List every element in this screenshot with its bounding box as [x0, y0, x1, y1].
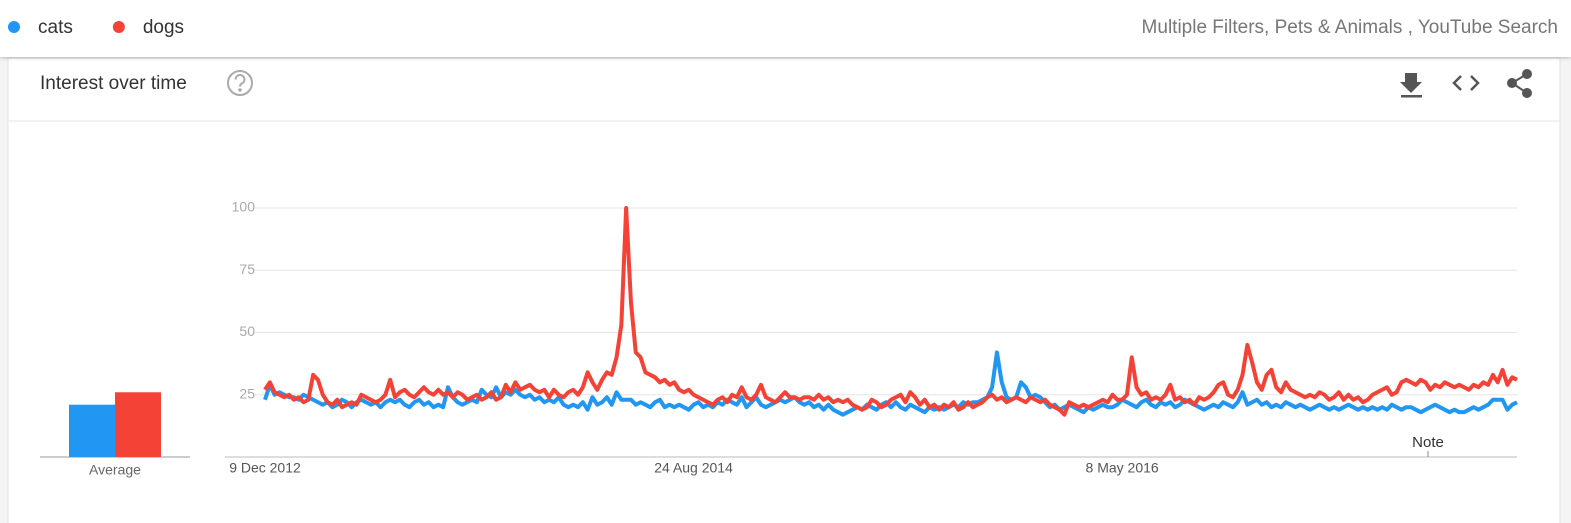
series-line [263, 206, 1518, 417]
x-tick-label: 8 May 2016 [1086, 460, 1159, 476]
top-bar [0, 0, 1571, 57]
share-icon[interactable] [1507, 69, 1532, 98]
download-icon[interactable] [1400, 73, 1422, 98]
series-line [263, 350, 1518, 417]
card-title: Interest over time [40, 73, 187, 94]
x-tick-label: 9 Dec 2012 [229, 460, 301, 476]
y-tick-label: 100 [232, 199, 256, 215]
y-tick-label: 50 [239, 323, 255, 339]
embed-icon[interactable] [1452, 75, 1480, 91]
legend-label[interactable]: dogs [143, 17, 184, 38]
legend-dot[interactable] [112, 21, 125, 33]
filters-text[interactable]: Multiple Filters, Pets & Animals , YouTu… [1142, 17, 1558, 38]
y-tick-label: 75 [239, 261, 255, 277]
help-icon[interactable] [227, 70, 253, 96]
card [7, 57, 1561, 523]
average-bar [69, 404, 115, 457]
average-bar [115, 392, 161, 457]
legend-label[interactable]: cats [38, 17, 73, 38]
annotation: Note [1412, 434, 1444, 451]
y-tick-label: 25 [239, 385, 255, 401]
average-label: Average [89, 462, 141, 478]
x-tick-label: 24 Aug 2014 [654, 460, 733, 476]
legend-dot[interactable] [8, 21, 20, 33]
